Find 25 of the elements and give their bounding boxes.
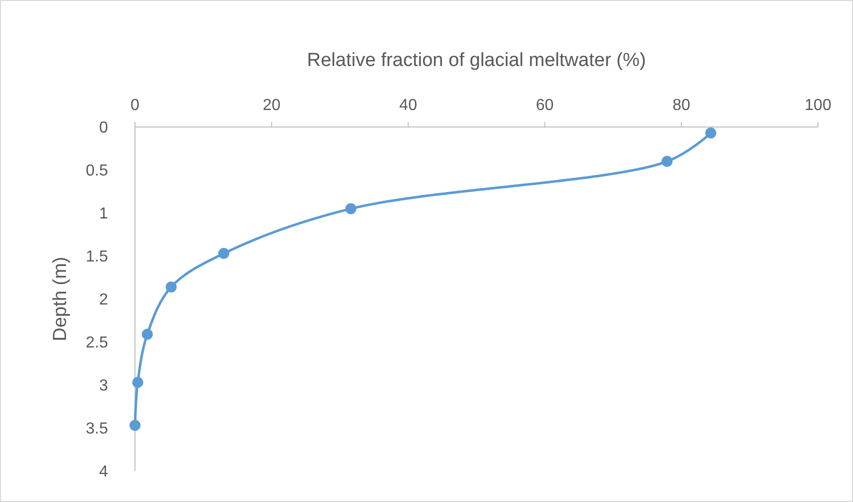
point: [142, 328, 153, 340]
y-tick-label: 3: [99, 378, 108, 395]
x-axis-title: Relative fraction of glacial meltwater (%): [307, 50, 646, 71]
y-tick-label: 1: [99, 206, 108, 223]
point: [166, 281, 177, 292]
y-axis-title: Depth (m): [50, 256, 71, 342]
y-tick-label: 3.5: [86, 420, 108, 438]
point: [130, 420, 140, 431]
y-tick-label: 2: [99, 292, 108, 309]
y-tick-label: 2.5: [86, 334, 108, 352]
point: [345, 203, 356, 214]
x-tick-label: 100: [804, 97, 832, 114]
point: [218, 248, 230, 259]
point: [705, 128, 716, 139]
x-tick-label: 60: [536, 97, 554, 114]
y-tick-label: 1.5: [86, 248, 108, 266]
y-tick-label: 4: [99, 464, 108, 481]
x-tick-label: 20: [262, 97, 281, 114]
x-tick-label: 40: [399, 97, 418, 114]
x-tick-label: 80: [672, 97, 690, 114]
x-tick-label: 0: [130, 97, 140, 114]
y-tick-label: 0.5: [86, 162, 108, 180]
point: [662, 156, 673, 167]
point: [132, 376, 144, 388]
y-tick-label: 0: [99, 120, 108, 137]
